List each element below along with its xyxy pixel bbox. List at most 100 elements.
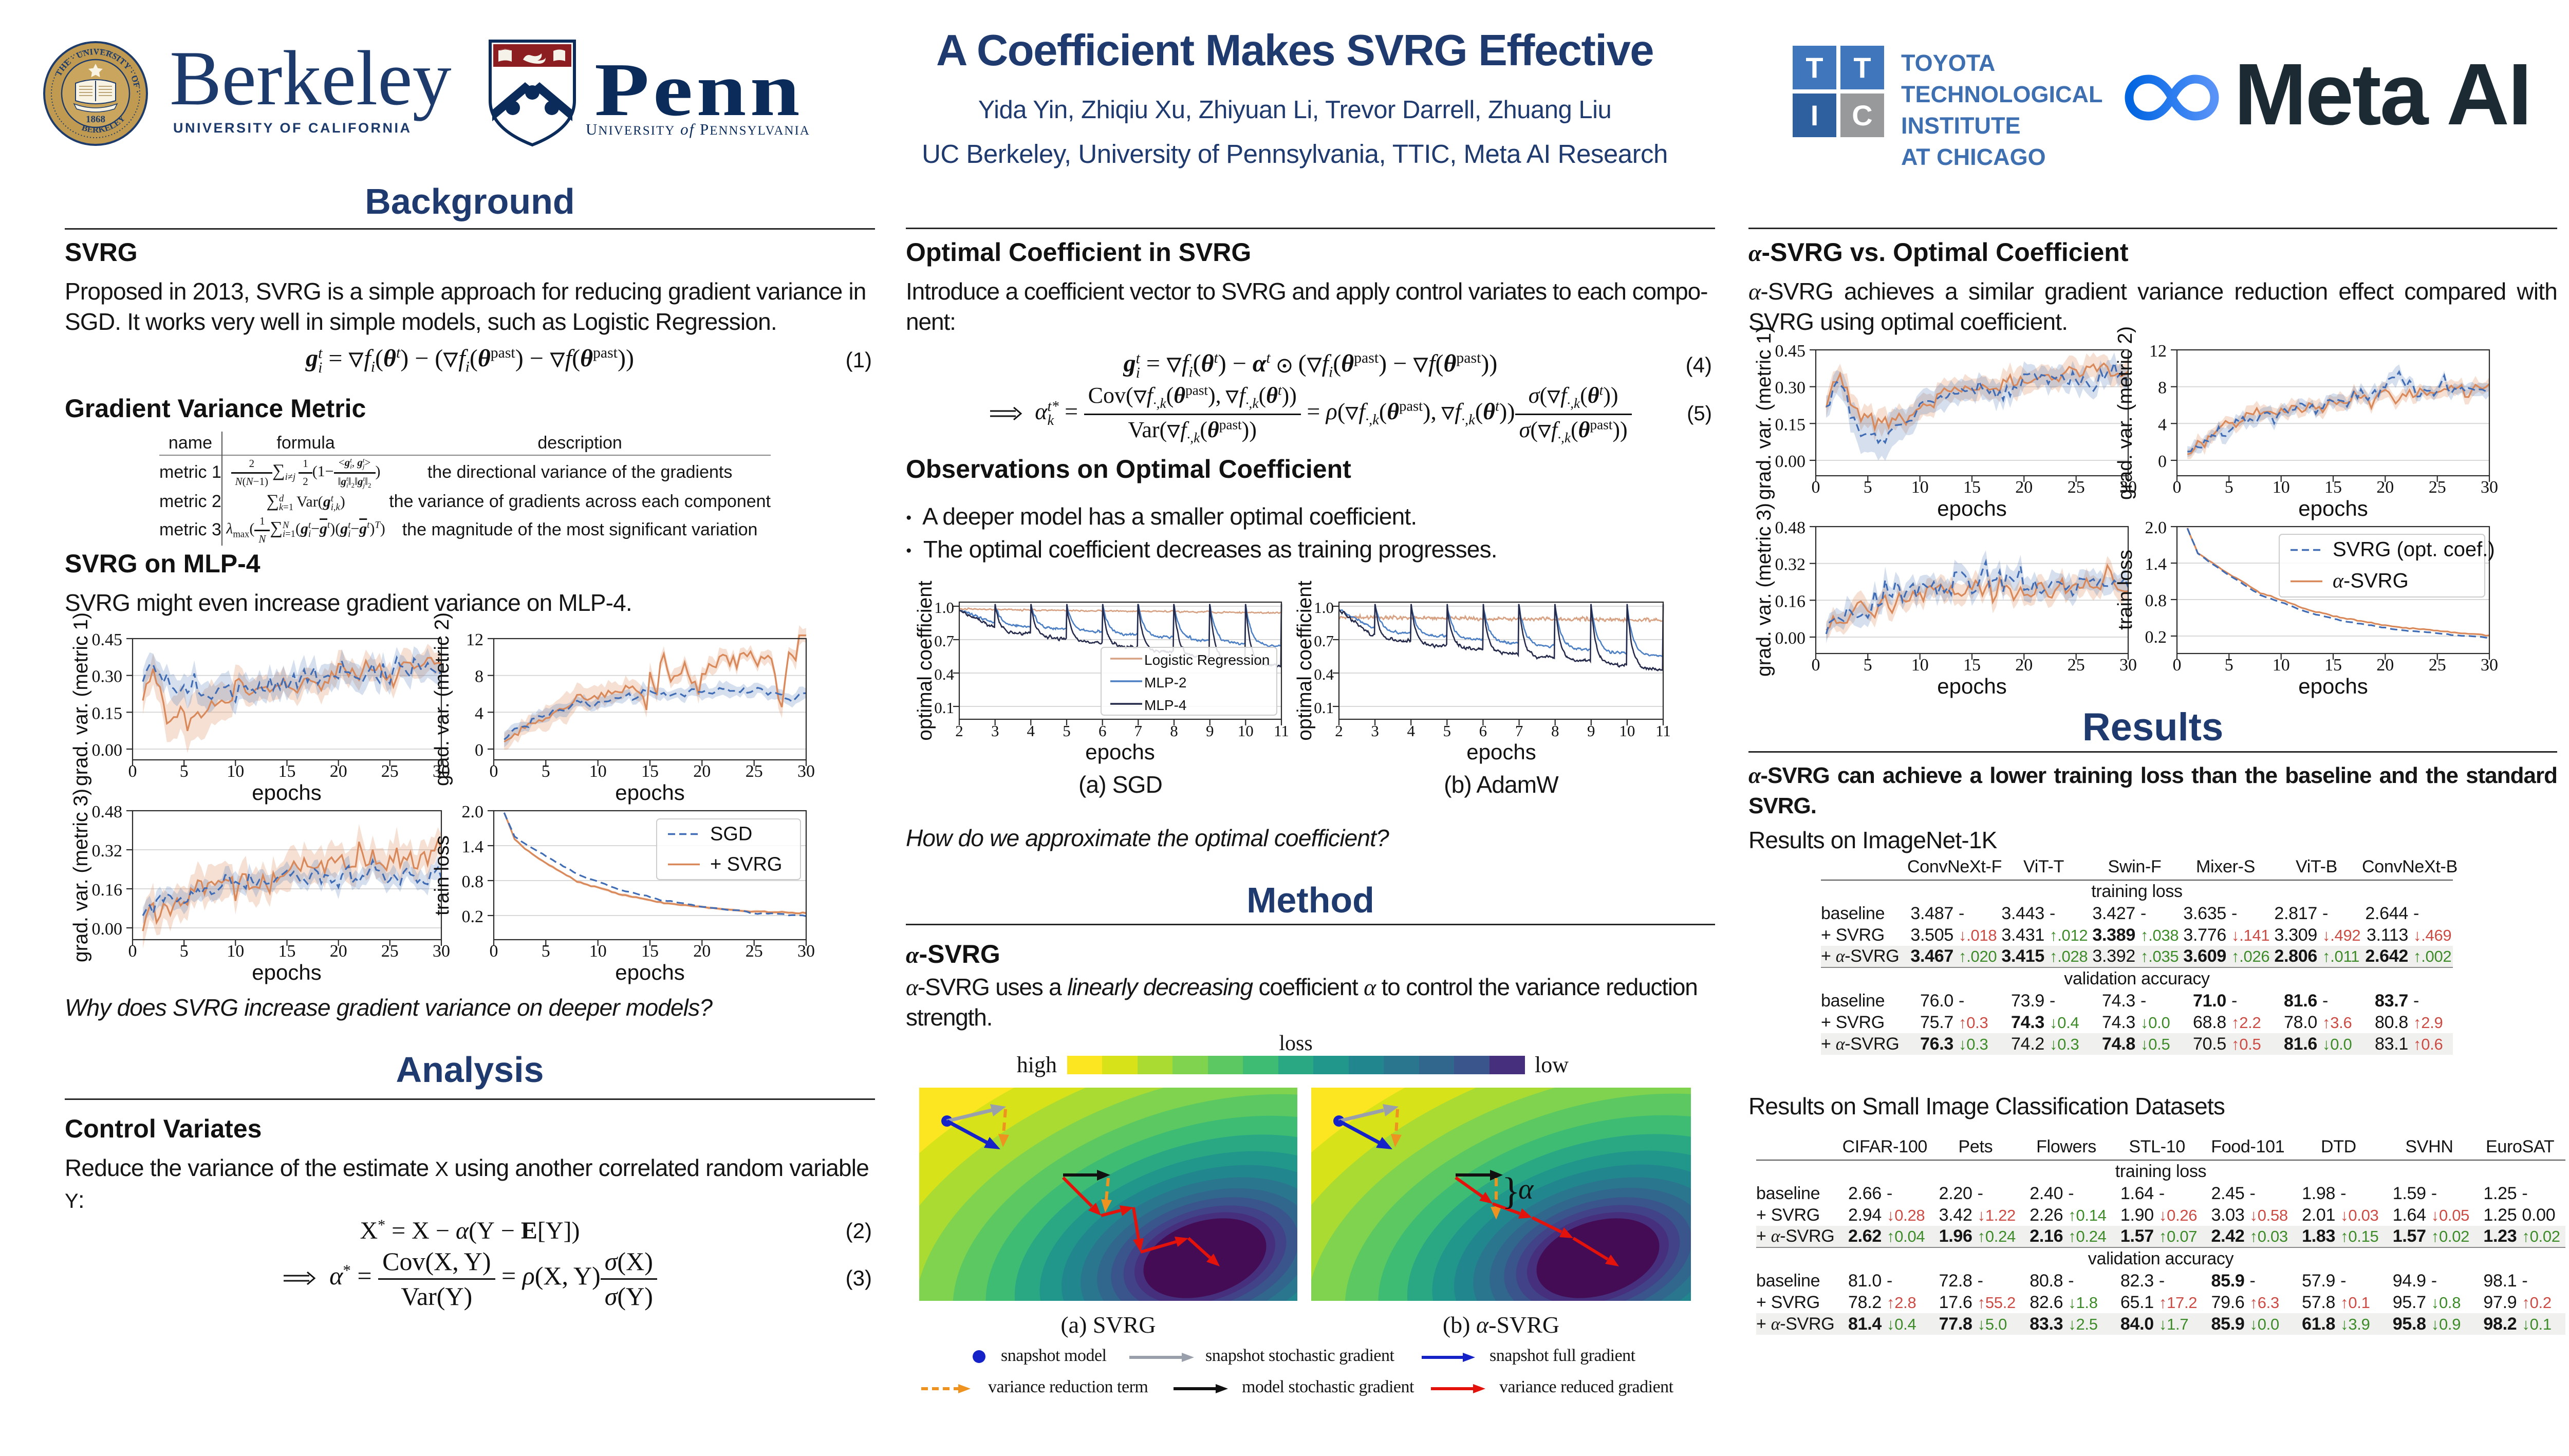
svg-text:10: 10 bbox=[1911, 656, 1929, 675]
svg-text:0.7: 0.7 bbox=[934, 632, 954, 650]
svg-text:5: 5 bbox=[1443, 722, 1451, 740]
svg-text:0.30: 0.30 bbox=[92, 667, 123, 686]
svg-text:0.15: 0.15 bbox=[92, 704, 123, 723]
svg-text:8: 8 bbox=[1551, 722, 1559, 740]
svg-text:8: 8 bbox=[2158, 379, 2167, 398]
svg-text:grad. var. (metric 1): grad. var. (metric 1) bbox=[1753, 326, 1775, 500]
svg-text:0: 0 bbox=[128, 942, 137, 961]
svg-text:0.32: 0.32 bbox=[92, 842, 123, 861]
svg-text:grad. var. (metric 2): grad. var. (metric 2) bbox=[2114, 326, 2136, 500]
svg-text:30: 30 bbox=[2119, 656, 2137, 675]
svg-text:5: 5 bbox=[2225, 656, 2233, 675]
svg-text:30: 30 bbox=[797, 762, 815, 781]
svg-text:0: 0 bbox=[475, 741, 483, 760]
svg-text:12: 12 bbox=[466, 630, 483, 649]
svg-text:0.00: 0.00 bbox=[92, 741, 123, 760]
svg-text:5: 5 bbox=[2225, 478, 2233, 497]
svg-text:11: 11 bbox=[1274, 722, 1289, 740]
svg-text:0.48: 0.48 bbox=[1775, 518, 1806, 537]
svg-text:3: 3 bbox=[991, 722, 999, 740]
svg-text:10: 10 bbox=[227, 942, 244, 961]
svg-text:0: 0 bbox=[2158, 452, 2167, 471]
svg-text:30: 30 bbox=[433, 942, 450, 961]
svg-text:0.00: 0.00 bbox=[92, 920, 123, 939]
svg-text:0.1: 0.1 bbox=[934, 699, 954, 717]
svg-text:10: 10 bbox=[1238, 722, 1254, 740]
svg-text:20: 20 bbox=[2015, 656, 2033, 675]
svg-text:0.00: 0.00 bbox=[1775, 629, 1806, 648]
svg-text:epochs: epochs bbox=[252, 780, 321, 805]
svg-text:5: 5 bbox=[1864, 478, 1872, 497]
svg-text:0.8: 0.8 bbox=[2145, 591, 2167, 610]
svg-text:SGD: SGD bbox=[710, 824, 752, 845]
svg-text:grad. var. (metric 3): grad. var. (metric 3) bbox=[1753, 503, 1775, 677]
svg-text:epochs: epochs bbox=[615, 780, 684, 805]
svg-text:5: 5 bbox=[542, 762, 550, 781]
svg-text:0.45: 0.45 bbox=[92, 630, 123, 649]
svg-text:4: 4 bbox=[2158, 415, 2167, 434]
svg-text:epochs: epochs bbox=[2298, 496, 2368, 520]
svg-text:0.8: 0.8 bbox=[462, 872, 484, 891]
svg-text:Logistic Regression: Logistic Regression bbox=[1144, 652, 1270, 668]
svg-text:10: 10 bbox=[227, 762, 244, 781]
svg-text:15: 15 bbox=[641, 942, 659, 961]
svg-text:0.16: 0.16 bbox=[92, 881, 123, 900]
svg-text:1.0: 1.0 bbox=[1314, 599, 1334, 617]
svg-text:3: 3 bbox=[1371, 722, 1379, 740]
svg-text:25: 25 bbox=[746, 762, 763, 781]
svg-text:0: 0 bbox=[1812, 656, 1820, 675]
svg-text:epochs: epochs bbox=[252, 960, 321, 984]
svg-text:9: 9 bbox=[1587, 722, 1595, 740]
svg-text:8: 8 bbox=[475, 667, 483, 686]
svg-text:30: 30 bbox=[2119, 478, 2137, 497]
svg-text:α: α bbox=[1518, 1173, 1534, 1205]
svg-text:1.0: 1.0 bbox=[934, 599, 954, 617]
svg-text:grad. var. (metric 1): grad. var. (metric 1) bbox=[70, 612, 92, 786]
svg-text:grad. var. (metric 3): grad. var. (metric 3) bbox=[70, 789, 92, 962]
svg-text:10: 10 bbox=[2273, 656, 2290, 675]
svg-text:0.15: 0.15 bbox=[1775, 415, 1806, 434]
svg-text:15: 15 bbox=[278, 762, 296, 781]
svg-text:9: 9 bbox=[1206, 722, 1214, 740]
svg-text:15: 15 bbox=[2324, 656, 2342, 675]
svg-text:30: 30 bbox=[2481, 478, 2498, 497]
svg-text:4: 4 bbox=[1027, 722, 1035, 740]
svg-text:5: 5 bbox=[542, 942, 550, 961]
svg-text:2: 2 bbox=[955, 722, 963, 740]
svg-text:2: 2 bbox=[1335, 722, 1343, 740]
svg-text:20: 20 bbox=[330, 942, 347, 961]
svg-text:25: 25 bbox=[381, 942, 399, 961]
svg-text:25: 25 bbox=[2068, 478, 2085, 497]
svg-text:7: 7 bbox=[1134, 722, 1143, 740]
svg-text:0: 0 bbox=[2173, 656, 2182, 675]
svg-text:0: 0 bbox=[490, 762, 498, 781]
svg-text:0: 0 bbox=[1812, 478, 1820, 497]
svg-text:epochs: epochs bbox=[615, 960, 684, 984]
svg-text:10: 10 bbox=[1619, 722, 1635, 740]
svg-text:0.16: 0.16 bbox=[1775, 592, 1806, 611]
svg-text:MLP-4: MLP-4 bbox=[1144, 697, 1186, 713]
svg-text:10: 10 bbox=[1911, 478, 1929, 497]
svg-text:train loss: train loss bbox=[431, 835, 453, 916]
svg-text:30: 30 bbox=[433, 762, 450, 781]
svg-text:epochs: epochs bbox=[1937, 496, 2006, 520]
svg-text:25: 25 bbox=[746, 942, 763, 961]
svg-text:20: 20 bbox=[330, 762, 347, 781]
svg-text:train loss: train loss bbox=[2114, 550, 2136, 630]
svg-text:0.00: 0.00 bbox=[1775, 452, 1806, 471]
svg-text:0: 0 bbox=[128, 762, 137, 781]
svg-text:25: 25 bbox=[2429, 656, 2446, 675]
svg-text:1.4: 1.4 bbox=[462, 837, 484, 856]
svg-text:0: 0 bbox=[2173, 478, 2182, 497]
svg-text:15: 15 bbox=[1963, 478, 1981, 497]
svg-text:5: 5 bbox=[1864, 656, 1872, 675]
svg-text:epochs: epochs bbox=[1937, 674, 2006, 698]
svg-text:4: 4 bbox=[475, 704, 483, 723]
svg-text:30: 30 bbox=[2481, 656, 2498, 675]
svg-text:0.4: 0.4 bbox=[1314, 665, 1334, 683]
svg-text:epochs: epochs bbox=[2298, 674, 2368, 698]
svg-text:7: 7 bbox=[1515, 722, 1523, 740]
svg-text:epochs: epochs bbox=[1466, 740, 1536, 764]
svg-text:}: } bbox=[1502, 1170, 1520, 1212]
svg-text:0.48: 0.48 bbox=[92, 802, 123, 822]
